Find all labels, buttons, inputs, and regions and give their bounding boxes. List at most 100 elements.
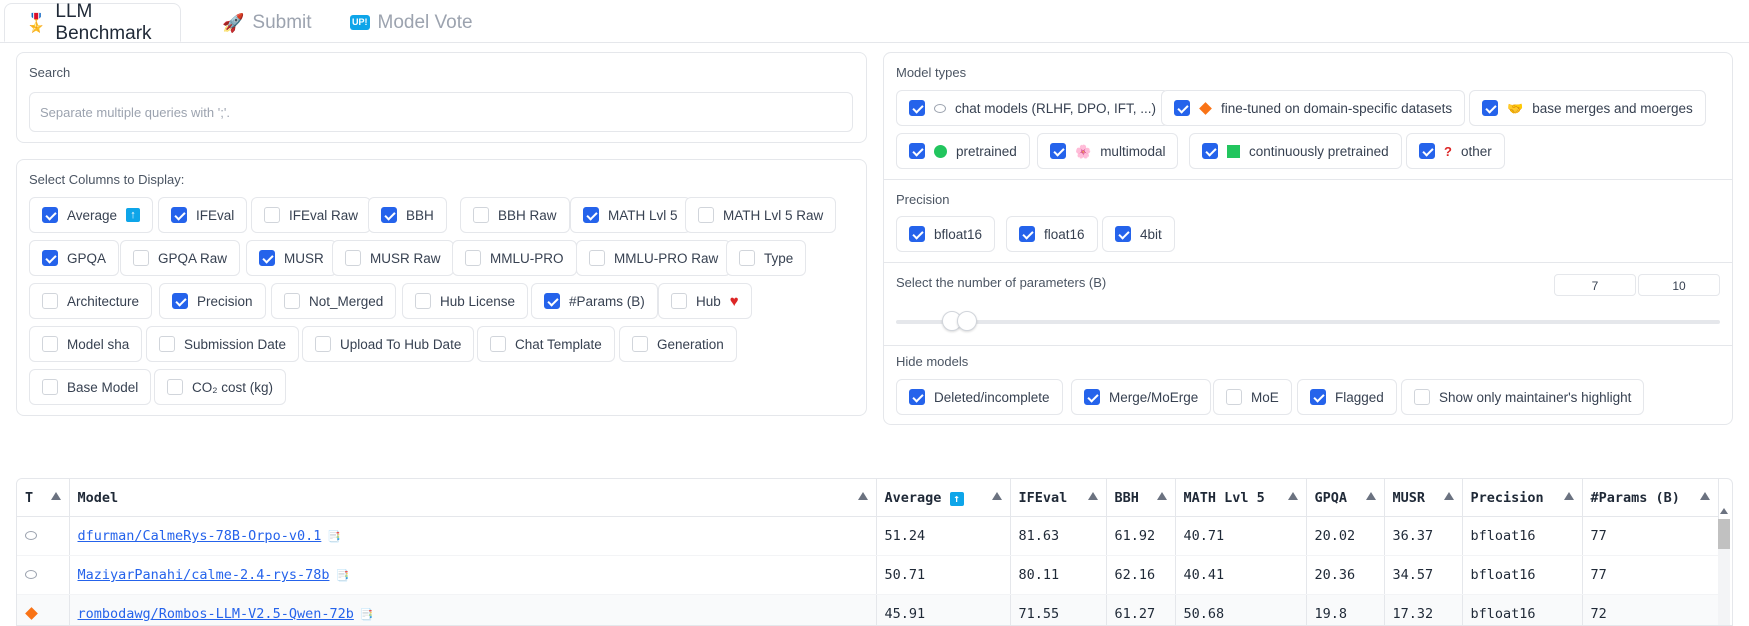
checkbox[interactable] (583, 207, 599, 223)
column-toggle-musr-raw[interactable]: MUSR Raw (332, 240, 454, 276)
checkbox[interactable] (1019, 226, 1035, 242)
checkbox[interactable] (1115, 226, 1131, 242)
checkbox[interactable] (909, 226, 925, 242)
params-max-input[interactable]: 10 (1638, 274, 1720, 296)
column-toggle-upload-date[interactable]: Upload To Hub Date (302, 326, 475, 362)
column-toggle-co2-cost[interactable]: CO₂ cost (kg) (154, 369, 286, 405)
checkbox[interactable] (698, 207, 714, 223)
model-link[interactable]: MaziyarPanahi/calme-2.4-rys-78b (77, 567, 330, 583)
column-toggle-gpqa[interactable]: GPQA (29, 240, 120, 276)
tab-llm-benchmark[interactable]: 🎖️ LLM Benchmark (4, 1, 181, 44)
column-toggle-precision[interactable]: Precision (159, 283, 266, 319)
model-card-icon[interactable]: 📑 (335, 569, 350, 582)
checkbox[interactable] (381, 207, 397, 223)
checkbox[interactable] (133, 250, 149, 266)
column-header-precision[interactable]: Precision (1462, 479, 1583, 517)
column-header-ifeval[interactable]: IFEval (1010, 479, 1107, 517)
checkbox[interactable] (909, 143, 925, 159)
model-type-continuously-pretrained[interactable]: continuously pretrained (1189, 133, 1402, 169)
sort-icon[interactable] (1699, 492, 1710, 500)
model-type-pretrained[interactable]: pretrained (896, 133, 1030, 169)
column-toggle-average[interactable]: Average ↑ (29, 197, 154, 233)
checkbox[interactable] (490, 336, 506, 352)
column-header-params[interactable]: #Params (B) (1582, 479, 1719, 517)
checkbox[interactable] (42, 250, 58, 266)
params-slider-max-handle[interactable] (957, 311, 977, 331)
table-scrollbar-thumb[interactable] (1718, 519, 1730, 549)
model-link[interactable]: rombodawg/Rombos-LLM-V2.5-Qwen-72b (77, 606, 354, 622)
column-toggle-hub[interactable]: Hub ♥ (658, 283, 752, 319)
column-toggle-ifeval-raw[interactable]: IFEval Raw (251, 197, 372, 233)
column-toggle-bbh-raw[interactable]: BBH Raw (460, 197, 570, 233)
checkbox[interactable] (42, 293, 58, 309)
column-toggle-params[interactable]: #Params (B) (531, 283, 658, 319)
search-input[interactable] (29, 92, 853, 132)
checkbox[interactable] (544, 293, 560, 309)
hide-merge[interactable]: Merge/MoErge (1071, 379, 1212, 415)
column-toggle-model-sha[interactable]: Model sha (29, 326, 143, 362)
model-card-icon[interactable]: 📑 (327, 530, 342, 543)
sort-icon[interactable] (50, 492, 61, 500)
tab-model-vote[interactable]: UP! Model Vote (330, 3, 493, 42)
sort-icon[interactable] (1087, 492, 1098, 500)
model-card-icon[interactable]: 📑 (359, 608, 374, 621)
checkbox[interactable] (42, 379, 58, 395)
sort-icon[interactable] (857, 492, 868, 500)
column-toggle-bbh[interactable]: BBH (368, 197, 447, 233)
sort-icon[interactable] (1287, 492, 1298, 500)
checkbox[interactable] (473, 207, 489, 223)
column-toggle-submission-date[interactable]: Submission Date (146, 326, 300, 362)
checkbox[interactable] (589, 250, 605, 266)
precision-4bit[interactable]: 4bit (1102, 216, 1175, 252)
checkbox[interactable] (259, 250, 275, 266)
checkbox[interactable] (909, 389, 925, 405)
column-header-bbh[interactable]: BBH (1106, 479, 1176, 517)
checkbox[interactable] (264, 207, 280, 223)
column-header-musr[interactable]: MUSR (1384, 479, 1463, 517)
hide-flagged[interactable]: Flagged (1297, 379, 1397, 415)
precision-bfloat16[interactable]: bfloat16 (896, 216, 996, 252)
checkbox[interactable] (1174, 100, 1190, 116)
params-min-input[interactable]: 7 (1554, 274, 1636, 296)
column-toggle-gpqa-raw[interactable]: GPQA Raw (120, 240, 241, 276)
column-toggle-base-model[interactable]: Base Model (29, 369, 152, 405)
checkbox[interactable] (1414, 389, 1430, 405)
column-toggle-not-merged[interactable]: Not_Merged (271, 283, 397, 319)
column-header-model[interactable]: Model (69, 479, 877, 517)
column-toggle-mmlu-pro[interactable]: MMLU-PRO (452, 240, 577, 276)
checkbox[interactable] (345, 250, 361, 266)
model-type-chat[interactable]: chat models (RLHF, DPO, IFT, ...) (896, 90, 1170, 126)
checkbox[interactable] (315, 336, 331, 352)
column-header-math[interactable]: MATH Lvl 5 (1175, 479, 1307, 517)
column-toggle-math-lvl5[interactable]: MATH Lvl 5 (570, 197, 691, 233)
column-toggle-mmlu-pro-raw[interactable]: MMLU-PRO Raw (576, 240, 732, 276)
precision-float16[interactable]: float16 (1006, 216, 1098, 252)
checkbox[interactable] (1084, 389, 1100, 405)
tab-submit[interactable]: 🚀 Submit (202, 3, 332, 42)
sort-icon[interactable] (1563, 492, 1574, 500)
column-toggle-type[interactable]: Type (726, 240, 807, 276)
sort-icon[interactable] (1365, 492, 1376, 500)
checkbox[interactable] (1050, 143, 1066, 159)
checkbox[interactable] (167, 379, 183, 395)
checkbox[interactable] (159, 336, 175, 352)
checkbox[interactable] (42, 336, 58, 352)
model-type-multimodal[interactable]: 🌸 multimodal (1037, 133, 1179, 169)
checkbox[interactable] (1226, 389, 1242, 405)
column-toggle-chat-template[interactable]: Chat Template (477, 326, 615, 362)
checkbox[interactable] (1419, 143, 1435, 159)
column-toggle-musr[interactable]: MUSR (246, 240, 337, 276)
column-header-average[interactable]: Average ↑ (876, 479, 1011, 517)
column-toggle-generation[interactable]: Generation (619, 326, 737, 362)
checkbox[interactable] (1482, 100, 1498, 116)
show-maintainer-highlight[interactable]: Show only maintainer's highlight (1401, 379, 1645, 415)
column-toggle-ifeval[interactable]: IFEval (158, 197, 248, 233)
checkbox[interactable] (739, 250, 755, 266)
checkbox[interactable] (172, 293, 188, 309)
checkbox[interactable] (415, 293, 431, 309)
model-type-merges[interactable]: 🤝 base merges and moerges (1469, 90, 1706, 126)
hide-deleted[interactable]: Deleted/incomplete (896, 379, 1063, 415)
column-toggle-math-lvl5-raw[interactable]: MATH Lvl 5 Raw (685, 197, 837, 233)
checkbox[interactable] (1202, 143, 1218, 159)
hide-moe[interactable]: MoE (1213, 379, 1292, 415)
